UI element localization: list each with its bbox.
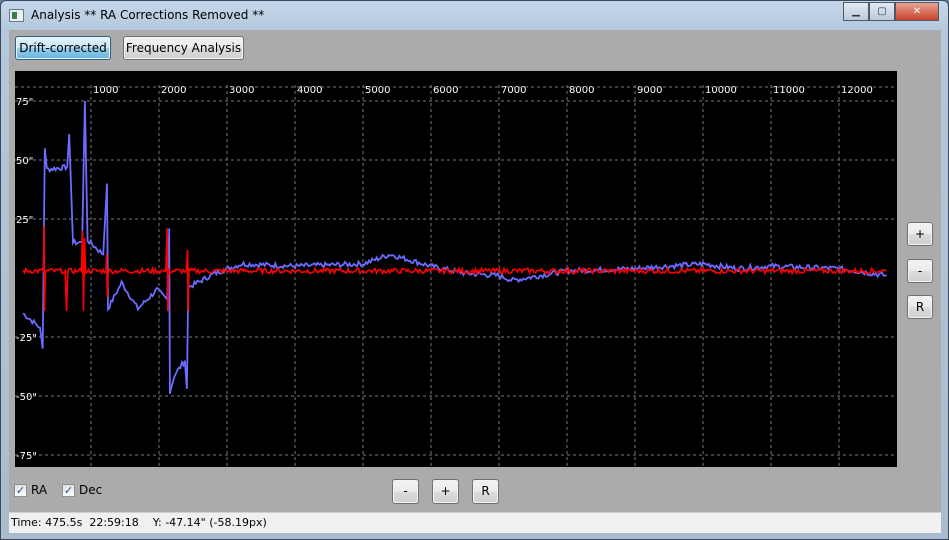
x-tick-label: 1000 <box>93 85 118 96</box>
x-tick-label: 10000 <box>705 85 737 96</box>
drift-corrected-button[interactable]: Drift-corrected <box>15 36 111 60</box>
ra-label: RA <box>31 483 48 497</box>
x-tick-label: 11000 <box>773 85 805 96</box>
status-text: Time: 475.5s 22:59:18 Y: -47.14" (-58.19… <box>11 516 267 529</box>
x-tick-label: 7000 <box>501 85 526 96</box>
x-tick-label: 5000 <box>365 85 390 96</box>
close-button[interactable]: ✕ <box>895 2 939 21</box>
maximize-button[interactable]: ▢ <box>869 2 895 21</box>
graph-chart: 1000 2000 3000 4000 5000 6000 7000 8000 9000 1000… <box>15 85 897 467</box>
bottom-zoom-in-button[interactable]: + <box>432 479 459 504</box>
dec-label: Dec <box>79 483 103 497</box>
x-tick-label: 8000 <box>569 85 594 96</box>
side-zoom-in-button[interactable]: + <box>907 222 933 246</box>
bottom-reset-button[interactable]: R <box>472 479 499 504</box>
x-tick-label: 3000 <box>229 85 254 96</box>
ra-series-line <box>22 100 887 394</box>
bottom-zoom-out-button[interactable]: - <box>392 479 419 504</box>
y-tick-label: 50" <box>16 156 33 167</box>
y-tick-label: -75" <box>16 451 37 462</box>
ra-checkbox[interactable]: ✓ RA <box>14 483 47 497</box>
minimize-button[interactable]: ▁ <box>843 2 869 21</box>
x-tick-label: 2000 <box>161 85 186 96</box>
y-tick-label: 25" <box>16 215 33 226</box>
x-tick-label: 4000 <box>297 85 322 96</box>
y-tick-label: -50" <box>16 392 37 403</box>
x-tick-label: 12000 <box>841 85 873 96</box>
x-tick-label: 9000 <box>637 85 662 96</box>
dec-checkbox[interactable]: ✓ Dec <box>62 483 102 497</box>
status-bar: Time: 475.5s 22:59:18 Y: -47.14" (-58.19… <box>9 512 941 533</box>
side-reset-button[interactable]: R <box>907 295 933 319</box>
title-bar: Analysis ** RA Corrections Removed ** ▁ … <box>1 1 948 30</box>
window-title: Analysis ** RA Corrections Removed ** <box>31 8 265 22</box>
dec-series-line <box>22 226 887 312</box>
checkbox-check-icon[interactable]: ✓ <box>14 483 27 497</box>
checkbox-check-icon[interactable]: ✓ <box>62 483 75 497</box>
app-icon <box>9 9 24 22</box>
y-tick-label: 75" <box>16 97 33 108</box>
graph-plot-area[interactable]: 1000 2000 3000 4000 5000 6000 7000 8000 9000 1000… <box>15 71 897 467</box>
frequency-analysis-button[interactable]: Frequency Analysis <box>123 36 244 60</box>
side-zoom-out-button[interactable]: - <box>907 259 933 283</box>
y-tick-label: -25" <box>16 333 37 344</box>
client-area: Drift-corrected Frequency Analysis 1000 2… <box>9 30 941 512</box>
x-tick-label: 6000 <box>433 85 458 96</box>
